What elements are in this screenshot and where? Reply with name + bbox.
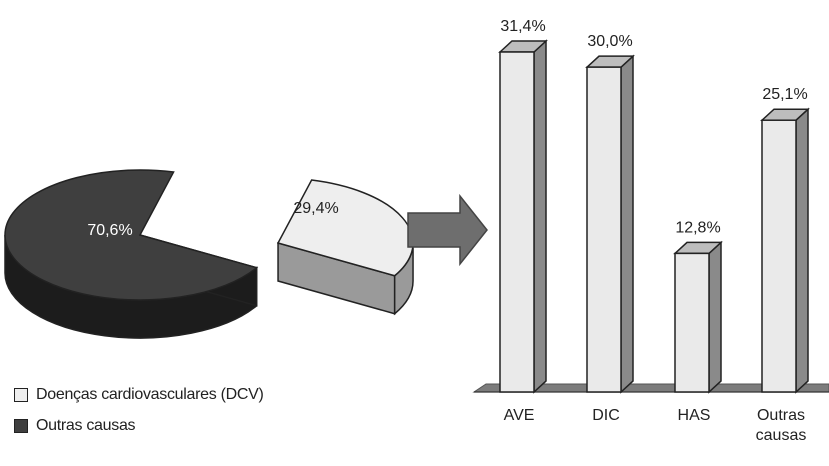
bar-outras-causas: [761, 119, 797, 393]
bar-category-label-outras-causas-line2: causas: [756, 427, 807, 444]
bar-category-label-dic: DIC: [592, 407, 620, 424]
legend-swatch-outras: [14, 419, 28, 433]
bar-has: [674, 252, 710, 393]
bar-side-ave: [533, 39, 547, 394]
bar-value-label-has: 12,8%: [675, 219, 720, 236]
bar-chart: 31,4% AVE 30,0% DIC 12,8% HAS 25,1% Outras causa…: [472, 18, 829, 444]
bar-category-label-outras-causas: Outras: [757, 407, 805, 424]
bar-value-label-outras-causas: 25,1%: [762, 86, 807, 103]
bar-value-label-ave: 31,4%: [500, 18, 545, 35]
pie-slice-dcv: [276, 179, 414, 277]
bar-category-label-ave: AVE: [504, 407, 535, 424]
bar-side-outras-causas: [795, 107, 809, 394]
pie-label-dcv: 29,4%: [293, 200, 338, 217]
pie-label-outras: 70,6%: [87, 222, 132, 239]
bar-side-has: [708, 240, 722, 394]
legend-label-dcv: Doenças cardiovasculares (DCV): [36, 386, 264, 403]
arrow-shape: [407, 193, 488, 267]
bar-side-dic: [620, 54, 634, 394]
pie-legend: Doenças cardiovasculares (DCV) Outras ca…: [14, 384, 314, 446]
arrow-icon: [407, 193, 488, 267]
legend-swatch-dcv: [14, 388, 28, 402]
pie-slice-outras: [4, 169, 259, 301]
bar-category-label-has: HAS: [678, 407, 711, 424]
bar-ave: [499, 51, 535, 393]
legend-entry-dcv: Doenças cardiovasculares (DCV): [14, 384, 314, 406]
pie-chart: 70,6% 29,4%: [4, 169, 414, 339]
bar-value-label-dic: 30,0%: [587, 33, 632, 50]
bar-dic: [586, 66, 622, 393]
legend-entry-outras: Outras causas: [14, 415, 314, 437]
legend-label-outras: Outras causas: [36, 417, 136, 434]
